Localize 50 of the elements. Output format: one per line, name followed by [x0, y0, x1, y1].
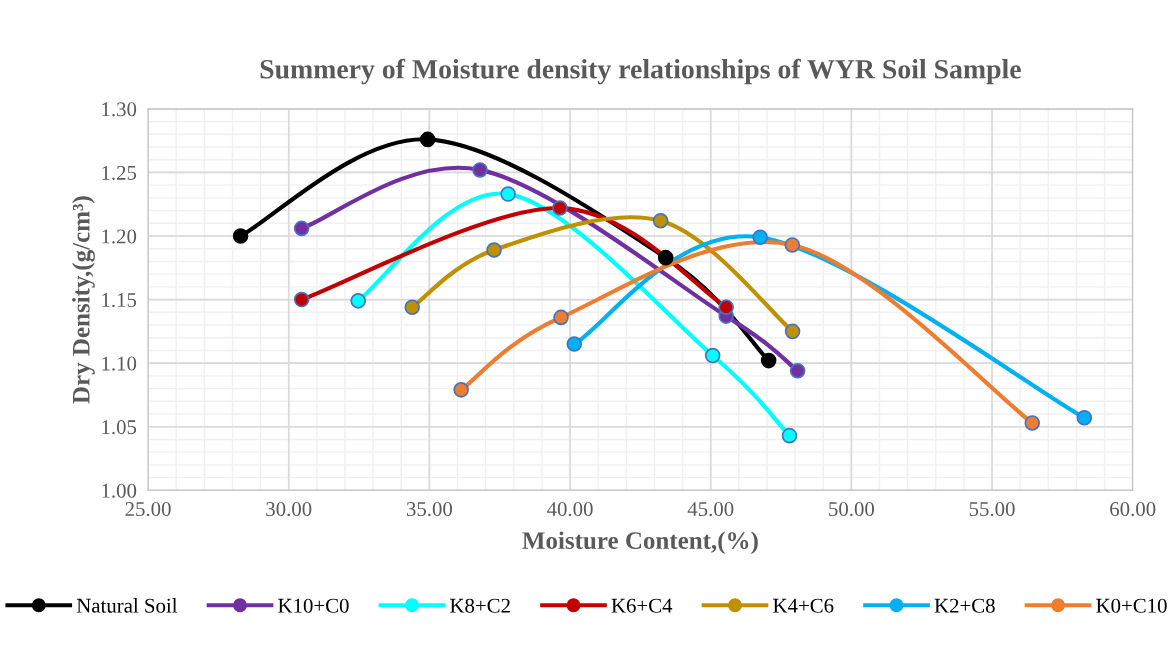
y-tick-label: 1.00 — [102, 483, 137, 498]
point — [718, 299, 734, 316]
point — [657, 249, 674, 266]
point — [293, 220, 310, 237]
point — [500, 186, 516, 202]
point — [232, 228, 249, 244]
point — [1076, 410, 1093, 426]
point — [704, 347, 721, 364]
y-tick-label: 1.15 — [102, 293, 137, 308]
y-tick-label: 1.05 — [102, 420, 137, 435]
x-axis-title: Moisture Content,(%) — [522, 531, 758, 555]
point — [486, 242, 502, 258]
x-tick-label: 25.00 — [125, 502, 171, 517]
chart-title: Summery of Moisture density relationships of WYR Soil Sample — [260, 58, 1021, 85]
legend-label: K4+C6 — [773, 598, 834, 613]
y-axis-title: Dry Density,(g/cm³) — [72, 196, 95, 404]
point — [293, 291, 310, 308]
point — [781, 427, 798, 444]
x-tick-label: 50.00 — [829, 502, 875, 517]
legend-label: K10+C0 — [278, 598, 349, 613]
legend-label: Natural Soil — [76, 598, 178, 613]
point — [404, 299, 420, 316]
point — [553, 309, 569, 326]
point — [1024, 415, 1041, 431]
point — [752, 229, 769, 246]
x-tick-label: 55.00 — [969, 502, 1015, 517]
point — [784, 237, 801, 253]
x-tick-label: 45.00 — [687, 502, 734, 517]
legend-label: K8+C2 — [450, 598, 510, 613]
x-tick-label: 60.00 — [1110, 502, 1156, 517]
point — [652, 212, 669, 229]
x-tick-label: 35.00 — [406, 502, 453, 517]
y-tick-label: 1.20 — [102, 229, 137, 244]
point — [566, 336, 583, 352]
point — [784, 323, 801, 340]
point — [419, 131, 436, 148]
legend-label: K0+C10 — [1096, 598, 1167, 613]
point — [453, 382, 469, 398]
point — [789, 363, 806, 379]
y-tick-label: 1.30 — [102, 102, 137, 117]
y-tick-label: 1.25 — [102, 165, 137, 180]
point — [760, 352, 777, 369]
point — [552, 200, 568, 216]
y-tick-label: 1.10 — [102, 356, 137, 371]
legend-label: K6+C4 — [611, 598, 673, 613]
x-tick-label: 30.00 — [266, 502, 312, 517]
point — [350, 293, 366, 309]
point — [472, 162, 488, 178]
legend-label: K2+C8 — [934, 598, 995, 613]
x-tick-label: 40.00 — [547, 502, 593, 517]
